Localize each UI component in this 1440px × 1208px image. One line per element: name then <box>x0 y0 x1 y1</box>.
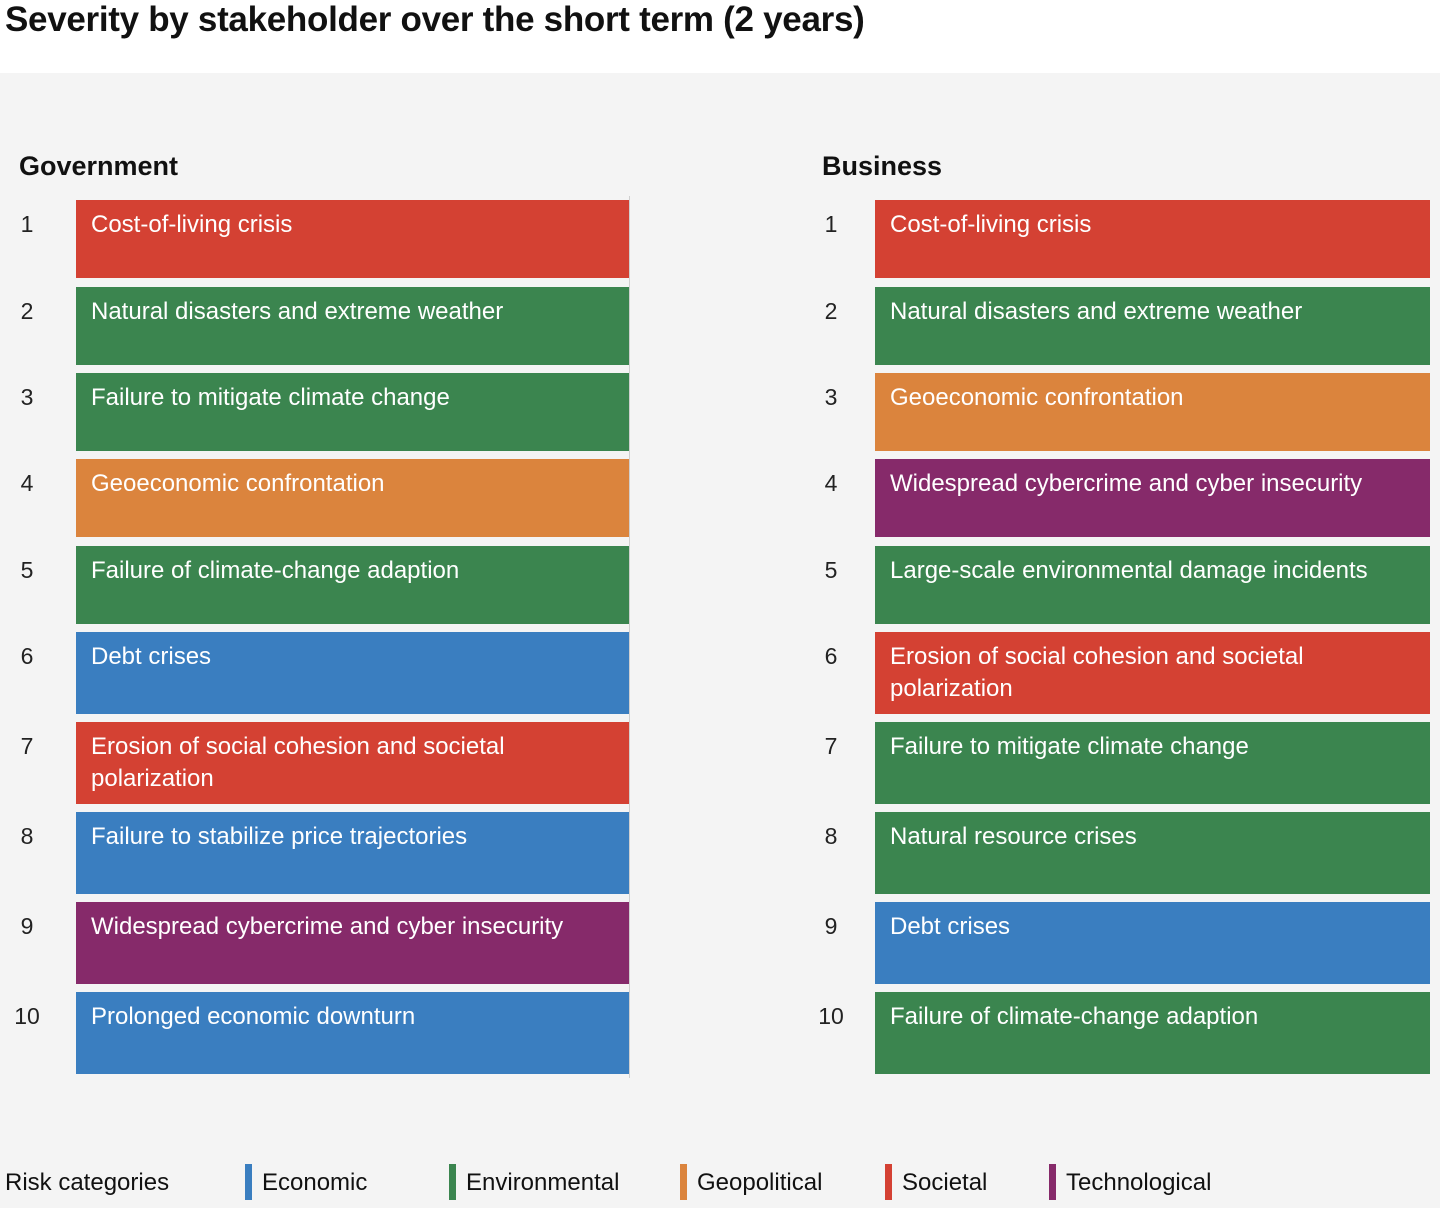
risk-bar: Erosion of social cohesion and societal … <box>875 632 1430 714</box>
rank-number: 7 <box>824 733 838 759</box>
rank-number: 4 <box>824 470 838 496</box>
risk-bar: Erosion of social cohesion and societal … <box>76 722 630 804</box>
rank-number: 5 <box>20 557 34 583</box>
rank-number: 2 <box>20 298 34 324</box>
rank-number: 1 <box>824 211 838 237</box>
rank-number: 2 <box>824 298 838 324</box>
rank-number: 7 <box>20 733 34 759</box>
rank-number: 9 <box>824 913 838 939</box>
risk-bar: Failure of climate-change adaption <box>76 546 630 624</box>
rank-number: 5 <box>824 557 838 583</box>
legend-swatch <box>1049 1164 1056 1200</box>
rank-number: 8 <box>824 823 838 849</box>
legend-label: Societal <box>902 1169 988 1196</box>
legend-label: Economic <box>262 1169 368 1196</box>
legend-title: Risk categories <box>5 1169 170 1196</box>
risk-bar: Failure to mitigate climate change <box>76 373 630 451</box>
rank-number: 10 <box>818 1003 844 1029</box>
rank-number: 3 <box>824 384 838 410</box>
risk-bar: Natural disasters and extreme weather <box>76 287 630 365</box>
rank-number: 6 <box>824 643 838 669</box>
rank-number: 10 <box>14 1003 40 1029</box>
legend-label: Technological <box>1066 1169 1212 1196</box>
risk-bar: Widespread cybercrime and cyber insecuri… <box>875 459 1430 537</box>
panel-title: Business <box>822 151 943 181</box>
risk-bar: Natural resource crises <box>875 812 1430 894</box>
rank-number: 8 <box>20 823 34 849</box>
risk-bar: Prolonged economic downturn <box>76 992 630 1074</box>
risk-bar: Failure of climate-change adaption <box>875 992 1430 1074</box>
risk-bar: Cost-of-living crisis <box>76 200 630 278</box>
panel-title: Government <box>19 151 179 181</box>
risk-bar: Large-scale environmental damage inciden… <box>875 546 1430 624</box>
panel-divider <box>629 196 630 1078</box>
risk-bar: Debt crises <box>76 632 630 714</box>
rank-number: 3 <box>20 384 34 410</box>
legend-label: Environmental <box>466 1169 620 1196</box>
risk-bar: Cost-of-living crisis <box>875 200 1430 278</box>
risk-bar: Natural disasters and extreme weather <box>875 287 1430 365</box>
risk-bar: Widespread cybercrime and cyber insecuri… <box>76 902 630 984</box>
rank-number: 1 <box>20 211 34 237</box>
legend-swatch <box>245 1164 252 1200</box>
rank-number: 9 <box>20 913 34 939</box>
risk-bar: Geoeconomic confrontation <box>76 459 630 537</box>
rank-number: 4 <box>20 470 34 496</box>
risk-bar: Geoeconomic confrontation <box>875 373 1430 451</box>
legend-swatch <box>449 1164 456 1200</box>
legend-label: Geopolitical <box>697 1169 823 1196</box>
legend-swatch <box>680 1164 687 1200</box>
rank-number: 6 <box>20 643 34 669</box>
risk-bar: Failure to stabilize price trajectories <box>76 812 630 894</box>
chart-title: Severity by stakeholder over the short t… <box>5 0 865 39</box>
legend-swatch <box>885 1164 892 1200</box>
risk-bar: Failure to mitigate climate change <box>875 722 1430 804</box>
risk-bar: Debt crises <box>875 902 1430 984</box>
header: Severity by stakeholder over the short t… <box>0 0 1440 73</box>
